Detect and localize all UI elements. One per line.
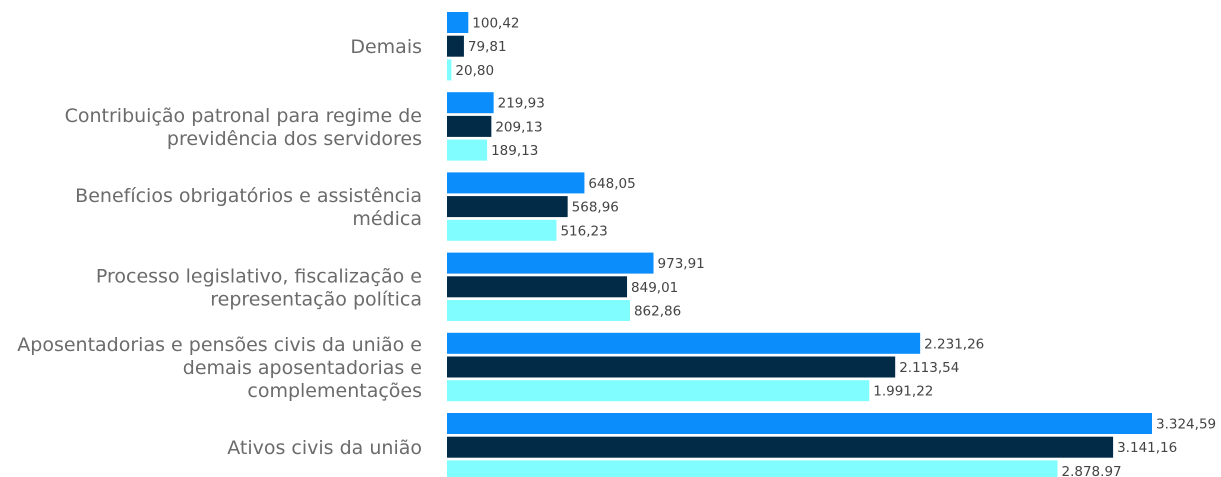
bar <box>447 436 1114 458</box>
category-label: Ativos civis da união <box>227 437 422 459</box>
bar <box>447 252 654 274</box>
category-label: Demais <box>350 36 422 58</box>
bar <box>447 139 488 161</box>
value-label: 189,13 <box>491 143 538 159</box>
value-label: 516,23 <box>560 223 607 239</box>
value-label: 2.113,54 <box>899 360 959 376</box>
category-label: Benefícios obrigatórios e assistência méd… <box>75 185 422 230</box>
value-label: 862,86 <box>634 304 681 320</box>
bar <box>447 219 557 241</box>
value-label: 1.991,22 <box>873 384 933 400</box>
bar <box>447 172 585 194</box>
bar <box>447 115 492 137</box>
bar <box>447 35 464 57</box>
value-label: 2.231,26 <box>924 336 984 352</box>
bar <box>447 413 1152 434</box>
bar <box>447 460 1058 477</box>
category-label: Contribuição patronal para regime de prev… <box>65 105 422 150</box>
bar <box>447 59 452 81</box>
bar <box>447 276 628 298</box>
value-label: 849,01 <box>631 280 678 296</box>
value-label: 2.878.97 <box>1062 464 1122 477</box>
value-label: 648,05 <box>588 176 635 192</box>
value-label: 100,42 <box>472 16 519 32</box>
value-label: 20,80 <box>455 63 494 79</box>
bar <box>447 380 870 402</box>
value-label: 3.324,59 <box>1156 417 1216 433</box>
value-label: 973,91 <box>658 256 705 272</box>
category-label: Aposentadorias e pensões civis da união … <box>17 334 422 402</box>
bar <box>447 12 469 33</box>
value-label: 79,81 <box>468 39 507 55</box>
value-label: 3.141,16 <box>1117 440 1177 456</box>
bar <box>447 196 568 218</box>
value-label: 219,93 <box>498 96 545 112</box>
category-label: Processo legislativo, fiscalização e repr… <box>96 265 422 310</box>
value-label: 568,96 <box>572 200 619 216</box>
bar <box>447 356 896 378</box>
bar <box>447 92 494 114</box>
bar <box>447 300 630 321</box>
bar <box>447 332 921 354</box>
value-label: 209,13 <box>495 119 542 135</box>
